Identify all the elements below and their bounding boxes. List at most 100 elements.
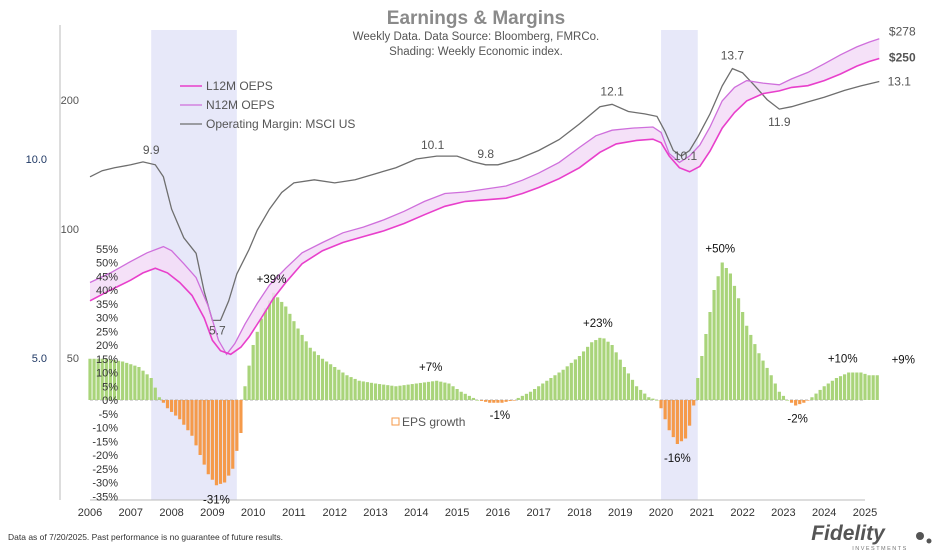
eps-growth-bar xyxy=(435,380,439,400)
eps-growth-bar xyxy=(153,387,157,400)
eps-growth-bar xyxy=(475,400,480,401)
x-tick-label: 2012 xyxy=(322,507,346,519)
eps-growth-bar xyxy=(651,398,655,400)
eps-growth-bar xyxy=(561,369,565,400)
growth-tick-label: 25% xyxy=(96,326,118,338)
eps-growth-bar xyxy=(838,376,843,400)
eps-growth-bar xyxy=(129,364,133,400)
growth-tick-label: -5% xyxy=(98,409,118,421)
eps-growth-bar xyxy=(557,372,561,400)
eps-growth-bar xyxy=(247,365,251,400)
eps-growth-bar xyxy=(198,400,202,455)
eps-growth-bar xyxy=(692,400,696,406)
eps-growth-bar xyxy=(765,367,769,400)
eps-growth-bar xyxy=(859,372,863,400)
x-tick-label: 2007 xyxy=(119,507,143,519)
eps-growth-bar xyxy=(386,385,390,400)
growth-tick-label: 10% xyxy=(96,368,118,380)
annotation-label: 5.7 xyxy=(209,323,226,337)
growth-tick-label: -30% xyxy=(92,478,118,490)
annotation-label: 12.1 xyxy=(600,84,624,98)
eps-growth-bar xyxy=(194,400,198,446)
eps-growth-bar xyxy=(520,395,524,400)
eps-growth-bar xyxy=(867,375,871,400)
eps-growth-bar xyxy=(341,372,345,400)
eps-growth-bar xyxy=(716,276,720,400)
eps-growth-bar xyxy=(471,397,476,400)
x-tick-label: 2017 xyxy=(526,507,550,519)
annotation-label: -1% xyxy=(490,410,510,422)
footer-disclaimer: Data as of 7/20/2025. Past performance i… xyxy=(8,532,283,542)
series-line-l12m-oeps xyxy=(89,57,880,356)
annotation-label: +23% xyxy=(583,318,613,330)
annotation-label: +9% xyxy=(892,354,915,366)
eps-growth-bar xyxy=(161,400,166,403)
fidelity-logo: Fidelity INVESTMENTS xyxy=(811,522,932,552)
eps-growth-bar xyxy=(614,352,618,400)
eps-growth-bar xyxy=(655,400,659,401)
eps-growth-bar xyxy=(431,381,435,400)
x-tick-label: 2021 xyxy=(690,507,714,519)
eps-growth-bar xyxy=(618,359,622,400)
legend-label-n12m: N12M OEPS xyxy=(206,98,275,112)
eps-growth-bar xyxy=(851,372,855,400)
eps-growth-bar xyxy=(414,383,418,400)
growth-tick-label: 30% xyxy=(96,313,118,325)
growth-tick-label: 20% xyxy=(96,340,118,352)
eps-growth-bar xyxy=(133,365,137,400)
eps-growth-bar xyxy=(390,385,394,400)
eps-growth-bar xyxy=(814,393,818,400)
annotation-label: $278 xyxy=(889,25,916,39)
eps-growth-bar xyxy=(573,359,577,400)
eps-growth-bar xyxy=(516,397,520,400)
eps-growth-bar xyxy=(569,362,573,400)
recession-shading-1 xyxy=(661,30,698,500)
annotation-label: $250 xyxy=(889,50,916,64)
eps-growth-bar xyxy=(785,400,790,401)
annotation-label: 11.9 xyxy=(768,115,791,129)
eps-growth-bar xyxy=(488,400,492,403)
eps-growth-bar xyxy=(365,382,369,400)
x-tick-label: 2014 xyxy=(404,507,428,519)
eps-growth-bar xyxy=(492,400,496,403)
eps-tick-label: 50 xyxy=(67,353,79,365)
eps-growth-bar xyxy=(863,373,867,400)
eps-growth-bar xyxy=(581,351,586,400)
eps-growth-bar xyxy=(316,355,321,400)
eps-growth-bar xyxy=(426,381,431,400)
eps-growth-bar xyxy=(382,384,386,400)
eps-growth-bar xyxy=(479,400,484,401)
annotation-label: 13.1 xyxy=(888,74,912,88)
eps-growth-bar xyxy=(157,397,161,400)
margin-tick-label: 5.0 xyxy=(32,353,47,365)
x-tick-label: 2019 xyxy=(608,507,632,519)
eps-growth-bar xyxy=(688,400,692,426)
eps-growth-bar xyxy=(353,378,357,400)
annotation-label: 10.1 xyxy=(421,138,445,152)
eps-growth-bar xyxy=(320,358,325,400)
eps-growth-bar xyxy=(789,400,794,403)
eps-growth-bar xyxy=(439,381,443,400)
x-tick-label: 2010 xyxy=(241,507,265,519)
eps-growth-bar xyxy=(745,325,749,400)
growth-tick-label: -25% xyxy=(92,464,118,476)
x-tick-label: 2020 xyxy=(649,507,673,519)
eps-growth-bar xyxy=(728,273,732,400)
growth-tick-label: -15% xyxy=(92,436,118,448)
eps-growth-bar xyxy=(822,386,826,400)
eps-growth-bar xyxy=(769,375,773,400)
eps-growth-bar xyxy=(777,391,781,400)
eps-growth-bar xyxy=(422,382,427,400)
eps-growth-bar xyxy=(96,358,100,400)
eps-growth-bar xyxy=(696,378,700,400)
eps-growth-bar xyxy=(210,400,214,480)
eps-growth-bar xyxy=(92,358,96,400)
growth-tick-label: 5% xyxy=(102,381,118,393)
eps-growth-bar xyxy=(781,395,786,400)
eps-growth-bar xyxy=(178,400,182,420)
eps-growth-bar xyxy=(818,389,822,400)
eps-growth-bar xyxy=(659,400,663,409)
annotation-label: +50% xyxy=(705,244,735,256)
eps-growth-bar xyxy=(753,344,757,400)
legend-label-margin: Operating Margin: MSCI US xyxy=(206,117,355,131)
